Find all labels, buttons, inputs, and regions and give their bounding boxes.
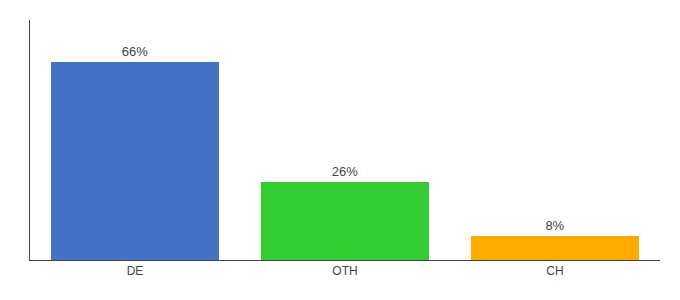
svg-text:DE: DE xyxy=(127,264,144,278)
svg-text:66%: 66% xyxy=(122,44,148,59)
svg-text:CH: CH xyxy=(546,264,563,278)
svg-text:OTH: OTH xyxy=(332,264,357,278)
svg-text:8%: 8% xyxy=(545,218,564,233)
svg-text:26%: 26% xyxy=(332,164,358,179)
